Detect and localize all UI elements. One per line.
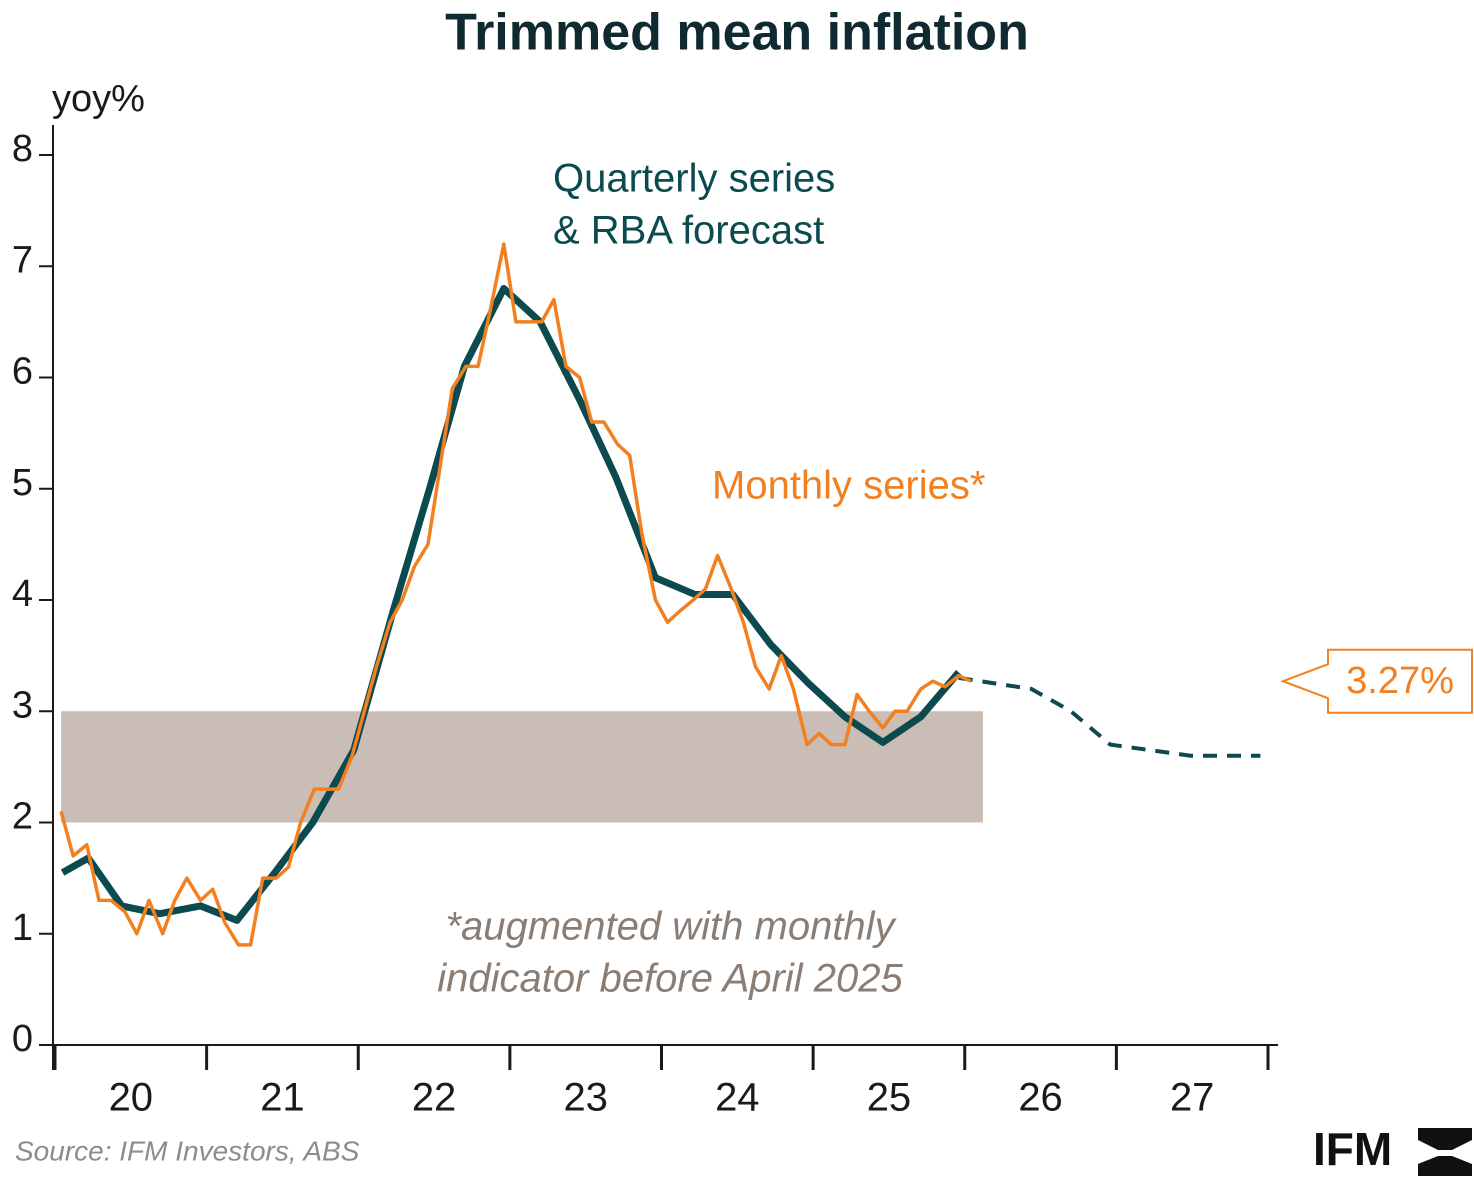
y-tick-label: 0 — [12, 1018, 33, 1060]
x-tick-label: 20 — [109, 1076, 154, 1120]
logo-icon — [1418, 1128, 1472, 1176]
series-line — [59, 242, 972, 947]
callout-box — [1280, 648, 1473, 714]
x-tick-label: 26 — [1018, 1076, 1063, 1120]
y-tick-label: 4 — [12, 573, 33, 615]
x-tick-label: 23 — [563, 1076, 608, 1120]
forecast-line — [958, 675, 1261, 758]
logo-shape — [1418, 1156, 1472, 1176]
y-tick-label: 2 — [12, 796, 33, 838]
y-tick-label: 1 — [12, 907, 33, 949]
y-tick-label: 8 — [12, 128, 33, 170]
annotation: Quarterly series — [553, 157, 835, 201]
target-band — [61, 711, 983, 823]
annotation: *augmented with monthly — [445, 905, 897, 949]
x-tick-label: 25 — [867, 1076, 912, 1120]
annotation: Monthly series* — [712, 464, 985, 508]
source-note: Source: IFM Investors, ABS — [15, 1135, 360, 1166]
y-tick-label: 7 — [12, 239, 33, 281]
x-tick-label: 21 — [260, 1076, 305, 1120]
series-line — [60, 285, 962, 924]
y-tick-label: 5 — [12, 462, 33, 504]
x-tick-label: 24 — [715, 1076, 760, 1120]
x-tick-label: 27 — [1170, 1076, 1215, 1120]
annotation: & RBA forecast — [553, 209, 824, 253]
logo-shape — [1418, 1128, 1472, 1150]
logo-text: IFM — [1313, 1123, 1392, 1175]
y-tick-label: 3 — [12, 684, 33, 726]
x-tick-label: 22 — [412, 1076, 457, 1120]
y-axis-label: yoy% — [52, 78, 145, 120]
y-tick-label: 6 — [12, 351, 33, 393]
chart-title: Trimmed mean inflation — [445, 4, 1029, 62]
annotation: indicator before April 2025 — [437, 957, 903, 1001]
value-label: 3.27% — [1346, 660, 1454, 702]
